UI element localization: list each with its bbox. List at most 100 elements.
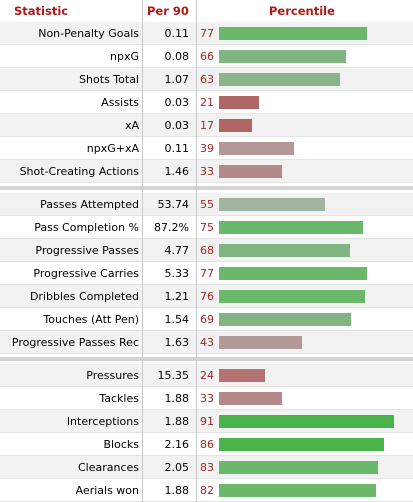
table-row: Shot-Creating Actions 1.46 33 bbox=[0, 160, 413, 183]
table-row: Touches (Att Pen) 1.54 69 bbox=[0, 308, 413, 331]
percentile-bar bbox=[219, 221, 363, 234]
percentile-bar bbox=[219, 313, 351, 326]
percentile-value: 76 bbox=[200, 290, 214, 303]
table-row: Blocks 2.16 86 bbox=[0, 433, 413, 456]
statistic-label: Clearances bbox=[77, 461, 139, 474]
statistic-label: Pass Completion % bbox=[34, 221, 139, 234]
statistic-label: Tackles bbox=[99, 392, 139, 405]
statistic-label: Aerials won bbox=[75, 484, 139, 497]
table-row: Clearances 2.05 83 bbox=[0, 456, 413, 479]
statistic-label: Shot-Creating Actions bbox=[19, 165, 139, 178]
per90-value: 87.2% bbox=[154, 221, 189, 234]
column-divider bbox=[196, 0, 197, 502]
percentile-value: 43 bbox=[200, 336, 214, 349]
statistic-label: Progressive Carries bbox=[33, 267, 139, 280]
column-divider bbox=[142, 0, 143, 502]
statistic-label: Touches (Att Pen) bbox=[43, 313, 139, 326]
table-row: npxG 0.08 66 bbox=[0, 45, 413, 68]
table-row: Progressive Carries 5.33 77 bbox=[0, 262, 413, 285]
percentile-value: 75 bbox=[200, 221, 214, 234]
row-divider bbox=[0, 261, 413, 262]
percentile-value: 68 bbox=[200, 244, 214, 257]
row-divider bbox=[0, 67, 413, 68]
statistic-label: Passes Attempted bbox=[40, 198, 139, 211]
percentile-value: 77 bbox=[200, 27, 214, 40]
per90-value: 1.88 bbox=[164, 484, 190, 497]
statistic-label: Shots Total bbox=[79, 73, 139, 86]
percentile-bar bbox=[219, 336, 302, 349]
percentile-bar bbox=[219, 165, 282, 178]
row-divider bbox=[0, 215, 413, 216]
row-divider bbox=[0, 113, 413, 114]
per90-value: 53.74 bbox=[157, 198, 190, 211]
percentile-value: 24 bbox=[200, 369, 214, 382]
per90-value: 0.03 bbox=[164, 119, 190, 132]
table-row: Non-Penalty Goals 0.11 77 bbox=[0, 22, 413, 45]
table-row: Passes Attempted 53.74 55 bbox=[0, 193, 413, 216]
per90-value: 1.46 bbox=[164, 165, 190, 178]
table-row: xA 0.03 17 bbox=[0, 114, 413, 137]
percentile-value: 91 bbox=[200, 415, 214, 428]
table-row: Interceptions 1.88 91 bbox=[0, 410, 413, 433]
table-row: Aerials won 1.88 82 bbox=[0, 479, 413, 502]
statistic-label: Blocks bbox=[103, 438, 139, 451]
table-row: Progressive Passes 4.77 68 bbox=[0, 239, 413, 262]
row-divider bbox=[0, 90, 413, 91]
row-divider bbox=[0, 432, 413, 433]
percentile-bar bbox=[219, 119, 252, 132]
percentile-bar bbox=[219, 50, 346, 63]
percentile-bar bbox=[219, 392, 282, 405]
section-divider bbox=[0, 186, 413, 190]
header-percentile: Percentile bbox=[269, 4, 335, 18]
per90-value: 5.33 bbox=[164, 267, 190, 280]
per90-value: 0.08 bbox=[164, 50, 190, 63]
percentile-value: 39 bbox=[200, 142, 214, 155]
table-row: Dribbles Completed 1.21 76 bbox=[0, 285, 413, 308]
row-divider bbox=[0, 159, 413, 160]
row-divider bbox=[0, 238, 413, 239]
percentile-bar bbox=[219, 290, 365, 303]
row-divider bbox=[0, 386, 413, 387]
percentile-bar bbox=[219, 27, 367, 40]
header-statistic: Statistic bbox=[14, 4, 69, 18]
percentile-value: 55 bbox=[200, 198, 214, 211]
section-divider bbox=[0, 357, 413, 361]
per90-value: 1.63 bbox=[164, 336, 190, 349]
row-divider bbox=[0, 353, 413, 354]
per90-value: 1.07 bbox=[164, 73, 190, 86]
statistic-label: npxG bbox=[110, 50, 139, 63]
percentile-bar bbox=[219, 73, 340, 86]
percentile-bar bbox=[219, 198, 325, 211]
row-divider bbox=[0, 330, 413, 331]
statistic-label: npxG+xA bbox=[86, 142, 139, 155]
table-row: Tackles 1.88 33 bbox=[0, 387, 413, 410]
row-divider bbox=[0, 182, 413, 183]
per90-value: 0.11 bbox=[164, 27, 190, 40]
row-divider bbox=[0, 478, 413, 479]
per90-value: 1.88 bbox=[164, 415, 190, 428]
percentile-value: 33 bbox=[200, 165, 214, 178]
statistic-label: Progressive Passes Rec bbox=[11, 336, 139, 349]
table-row: npxG+xA 0.11 39 bbox=[0, 137, 413, 160]
percentile-bar bbox=[219, 484, 376, 497]
table-row: Assists 0.03 21 bbox=[0, 91, 413, 114]
statistic-label: Assists bbox=[101, 96, 139, 109]
per90-value: 15.35 bbox=[157, 369, 190, 382]
table-row: Shots Total 1.07 63 bbox=[0, 68, 413, 91]
header-per90: Per 90 bbox=[147, 4, 189, 18]
per90-value: 2.16 bbox=[164, 438, 190, 451]
percentile-value: 77 bbox=[200, 267, 214, 280]
percentile-value: 21 bbox=[200, 96, 214, 109]
percentile-value: 86 bbox=[200, 438, 214, 451]
percentile-bar bbox=[219, 142, 294, 155]
row-divider bbox=[0, 136, 413, 137]
per90-value: 1.54 bbox=[164, 313, 190, 326]
row-divider bbox=[0, 307, 413, 308]
row-divider bbox=[0, 284, 413, 285]
table-row: Pressures 15.35 24 bbox=[0, 364, 413, 387]
percentile-bar bbox=[219, 438, 384, 451]
per90-value: 0.03 bbox=[164, 96, 190, 109]
table-header: Statistic Per 90 Percentile bbox=[0, 0, 413, 22]
percentile-bar bbox=[219, 415, 394, 428]
